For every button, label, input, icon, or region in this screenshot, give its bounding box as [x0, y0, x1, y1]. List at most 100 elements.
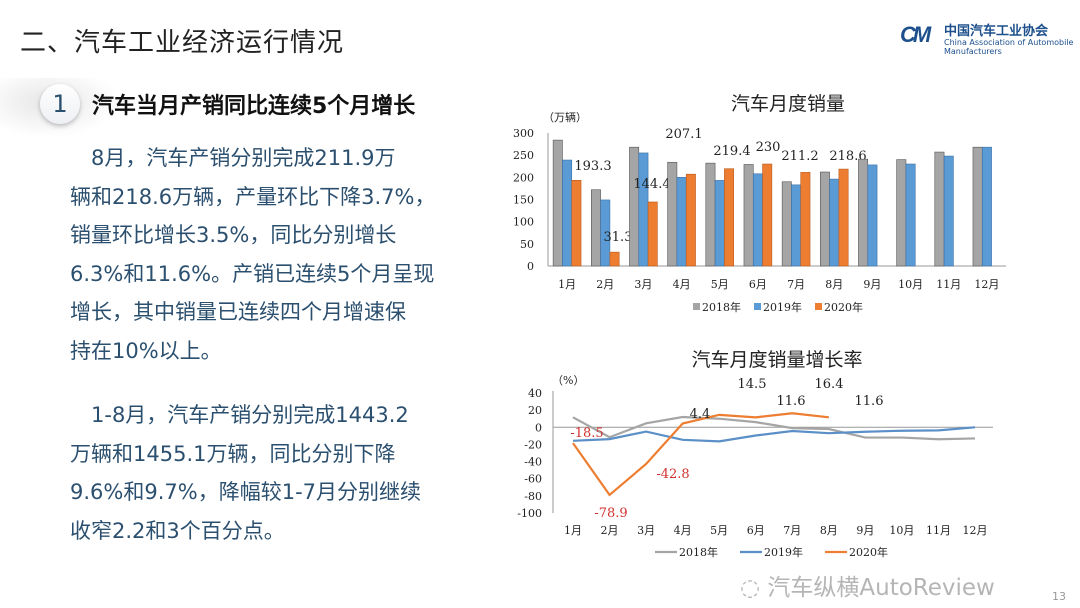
bar-2019年-5月	[714, 180, 725, 267]
y-tick-label: 40	[528, 387, 542, 400]
text-line: 9.6%和9.7%，降幅较1-7月分别继续	[70, 480, 422, 504]
bar-data-label: 230	[756, 140, 781, 155]
bar-2018年-2月	[590, 189, 601, 267]
text-line: 增长，其中销量已连续四个月增速保	[70, 300, 406, 324]
bar-data-label: 193.3	[574, 159, 611, 174]
bar-2018年-4月	[667, 161, 678, 267]
x-tick-label: 5月	[710, 524, 728, 537]
x-tick-label: 7月	[787, 278, 805, 291]
line-chart-unit: （%）	[552, 374, 584, 387]
logo-text-en: China Association of Automobile Manufact…	[944, 38, 1074, 56]
line-data-label: 16.4	[815, 377, 844, 392]
wechat-icon: ◌	[740, 575, 768, 601]
bar-2018年-6月	[743, 164, 754, 267]
bar-2020年-2月	[609, 251, 620, 267]
text-line: 销量环比增长3.5%，同比分别增长	[70, 223, 397, 247]
bar-2019年-8月	[829, 178, 840, 267]
text-line: 6.3%和11.6%。产销已连续5个月呈现	[70, 261, 435, 286]
x-tick-label: 1月	[564, 524, 582, 537]
legend-label: 2018年	[702, 300, 741, 314]
text-line: 万辆和1455.1万辆，同比分别下降	[70, 441, 396, 466]
x-tick-label: 2月	[601, 524, 619, 537]
bar-2019年-1月	[562, 159, 573, 267]
x-tick-label: 1月	[558, 278, 576, 291]
bar-2019年-2月	[600, 199, 611, 267]
line-data-label: 4.4	[690, 407, 711, 422]
text-line: 辆和218.6万辆，产量环比下降3.7%，	[70, 184, 436, 209]
bar-2018年-1月	[552, 139, 563, 267]
x-tick-label: 10月	[889, 524, 914, 537]
bar-2018年-12月	[972, 146, 983, 267]
bar-2018年-11月	[934, 151, 945, 267]
slide-title: 二、汽车工业经济运行情况	[20, 28, 345, 58]
legend-label: 2018年	[679, 545, 718, 559]
caam-logo-mark: CM	[900, 22, 931, 47]
bar-2019年-6月	[752, 173, 763, 267]
x-tick-label: 5月	[711, 278, 729, 291]
x-tick-label: 12月	[963, 524, 988, 537]
bar-2019年-4月	[676, 177, 687, 267]
paragraph-august: 8月，汽车产销分别完成211.9万 辆和218.6万辆，产量环比下降3.7%， …	[70, 139, 435, 370]
text-line: 1-8月，汽车产销分别完成1443.2	[70, 403, 409, 427]
x-tick-label: 3月	[634, 278, 652, 291]
bar-2020年-6月	[762, 163, 773, 267]
bar-data-label: 218.6	[829, 149, 866, 164]
line-2018年	[572, 415, 976, 441]
x-tick-label: 10月	[898, 278, 923, 291]
watermark-text: 汽车纵横AutoReview	[767, 575, 995, 601]
y-tick-label: -80	[524, 490, 542, 503]
line-2019年	[572, 426, 976, 443]
x-tick-label: 2月	[596, 278, 614, 291]
bar-2019年-3月	[638, 152, 649, 267]
bar-data-label: 219.4	[713, 144, 750, 159]
line-2020年	[572, 412, 829, 497]
legend-swatch	[754, 303, 761, 310]
bar-data-label: 31.3	[604, 230, 633, 245]
page-number: 13	[1052, 590, 1066, 603]
x-tick-label: 8月	[825, 278, 843, 291]
x-tick-label: 8月	[820, 524, 838, 537]
x-tick-label: 9月	[863, 278, 881, 291]
line-data-label: -78.9	[594, 506, 627, 521]
y-tick-label: -100	[517, 507, 542, 520]
x-tick-label: 6月	[747, 524, 765, 537]
bar-2019年-12月	[981, 146, 992, 267]
paragraph-ytd: 1-8月，汽车产销分别完成1443.2 万辆和1455.1万辆，同比分别下降 9…	[70, 396, 421, 550]
bar-2020年-1月	[571, 180, 582, 267]
legend-swatch	[693, 303, 700, 310]
bar-2019年-9月	[867, 164, 878, 267]
bar-2018年-8月	[819, 171, 830, 267]
bar-chart-title: 汽车月度销量	[731, 93, 845, 115]
bar-data-label: 144.4	[633, 177, 670, 192]
legend-swatch	[815, 303, 822, 310]
y-tick-label: 50	[520, 238, 534, 251]
x-tick-label: 6月	[749, 278, 767, 291]
legend-label: 2019年	[764, 545, 803, 559]
bar-2018年-3月	[629, 146, 640, 267]
line-chart-title: 汽车月度销量增长率	[691, 349, 862, 371]
section-number-badge: 1	[40, 84, 80, 124]
x-tick-label: 11月	[926, 524, 951, 537]
y-tick-label: 100	[513, 216, 534, 229]
line-data-label: 14.5	[738, 377, 767, 392]
y-tick-label: -40	[524, 456, 542, 469]
x-tick-label: 7月	[783, 524, 801, 537]
logo-text-cn: 中国汽车工业协会	[944, 24, 1049, 39]
bar-2020年-8月	[838, 168, 849, 267]
y-tick-label: 250	[513, 149, 534, 162]
legend-label: 2019年	[763, 300, 802, 314]
y-tick-label: 150	[513, 194, 534, 207]
y-tick-label: 0	[535, 421, 542, 434]
y-tick-label: 200	[513, 171, 534, 184]
bar-2019年-10月	[905, 163, 916, 267]
section-subtitle: 汽车当月产销同比连续5个月增长	[92, 94, 416, 119]
x-tick-label: 4月	[674, 524, 692, 537]
y-tick-label: 20	[528, 404, 542, 417]
bar-2019年-7月	[791, 184, 802, 267]
bar-2018年-10月	[896, 159, 907, 267]
line-data-label: 11.6	[777, 394, 806, 409]
y-tick-label: 300	[513, 127, 534, 140]
y-tick-label: 0	[527, 260, 534, 273]
bar-2020年-7月	[800, 172, 811, 267]
